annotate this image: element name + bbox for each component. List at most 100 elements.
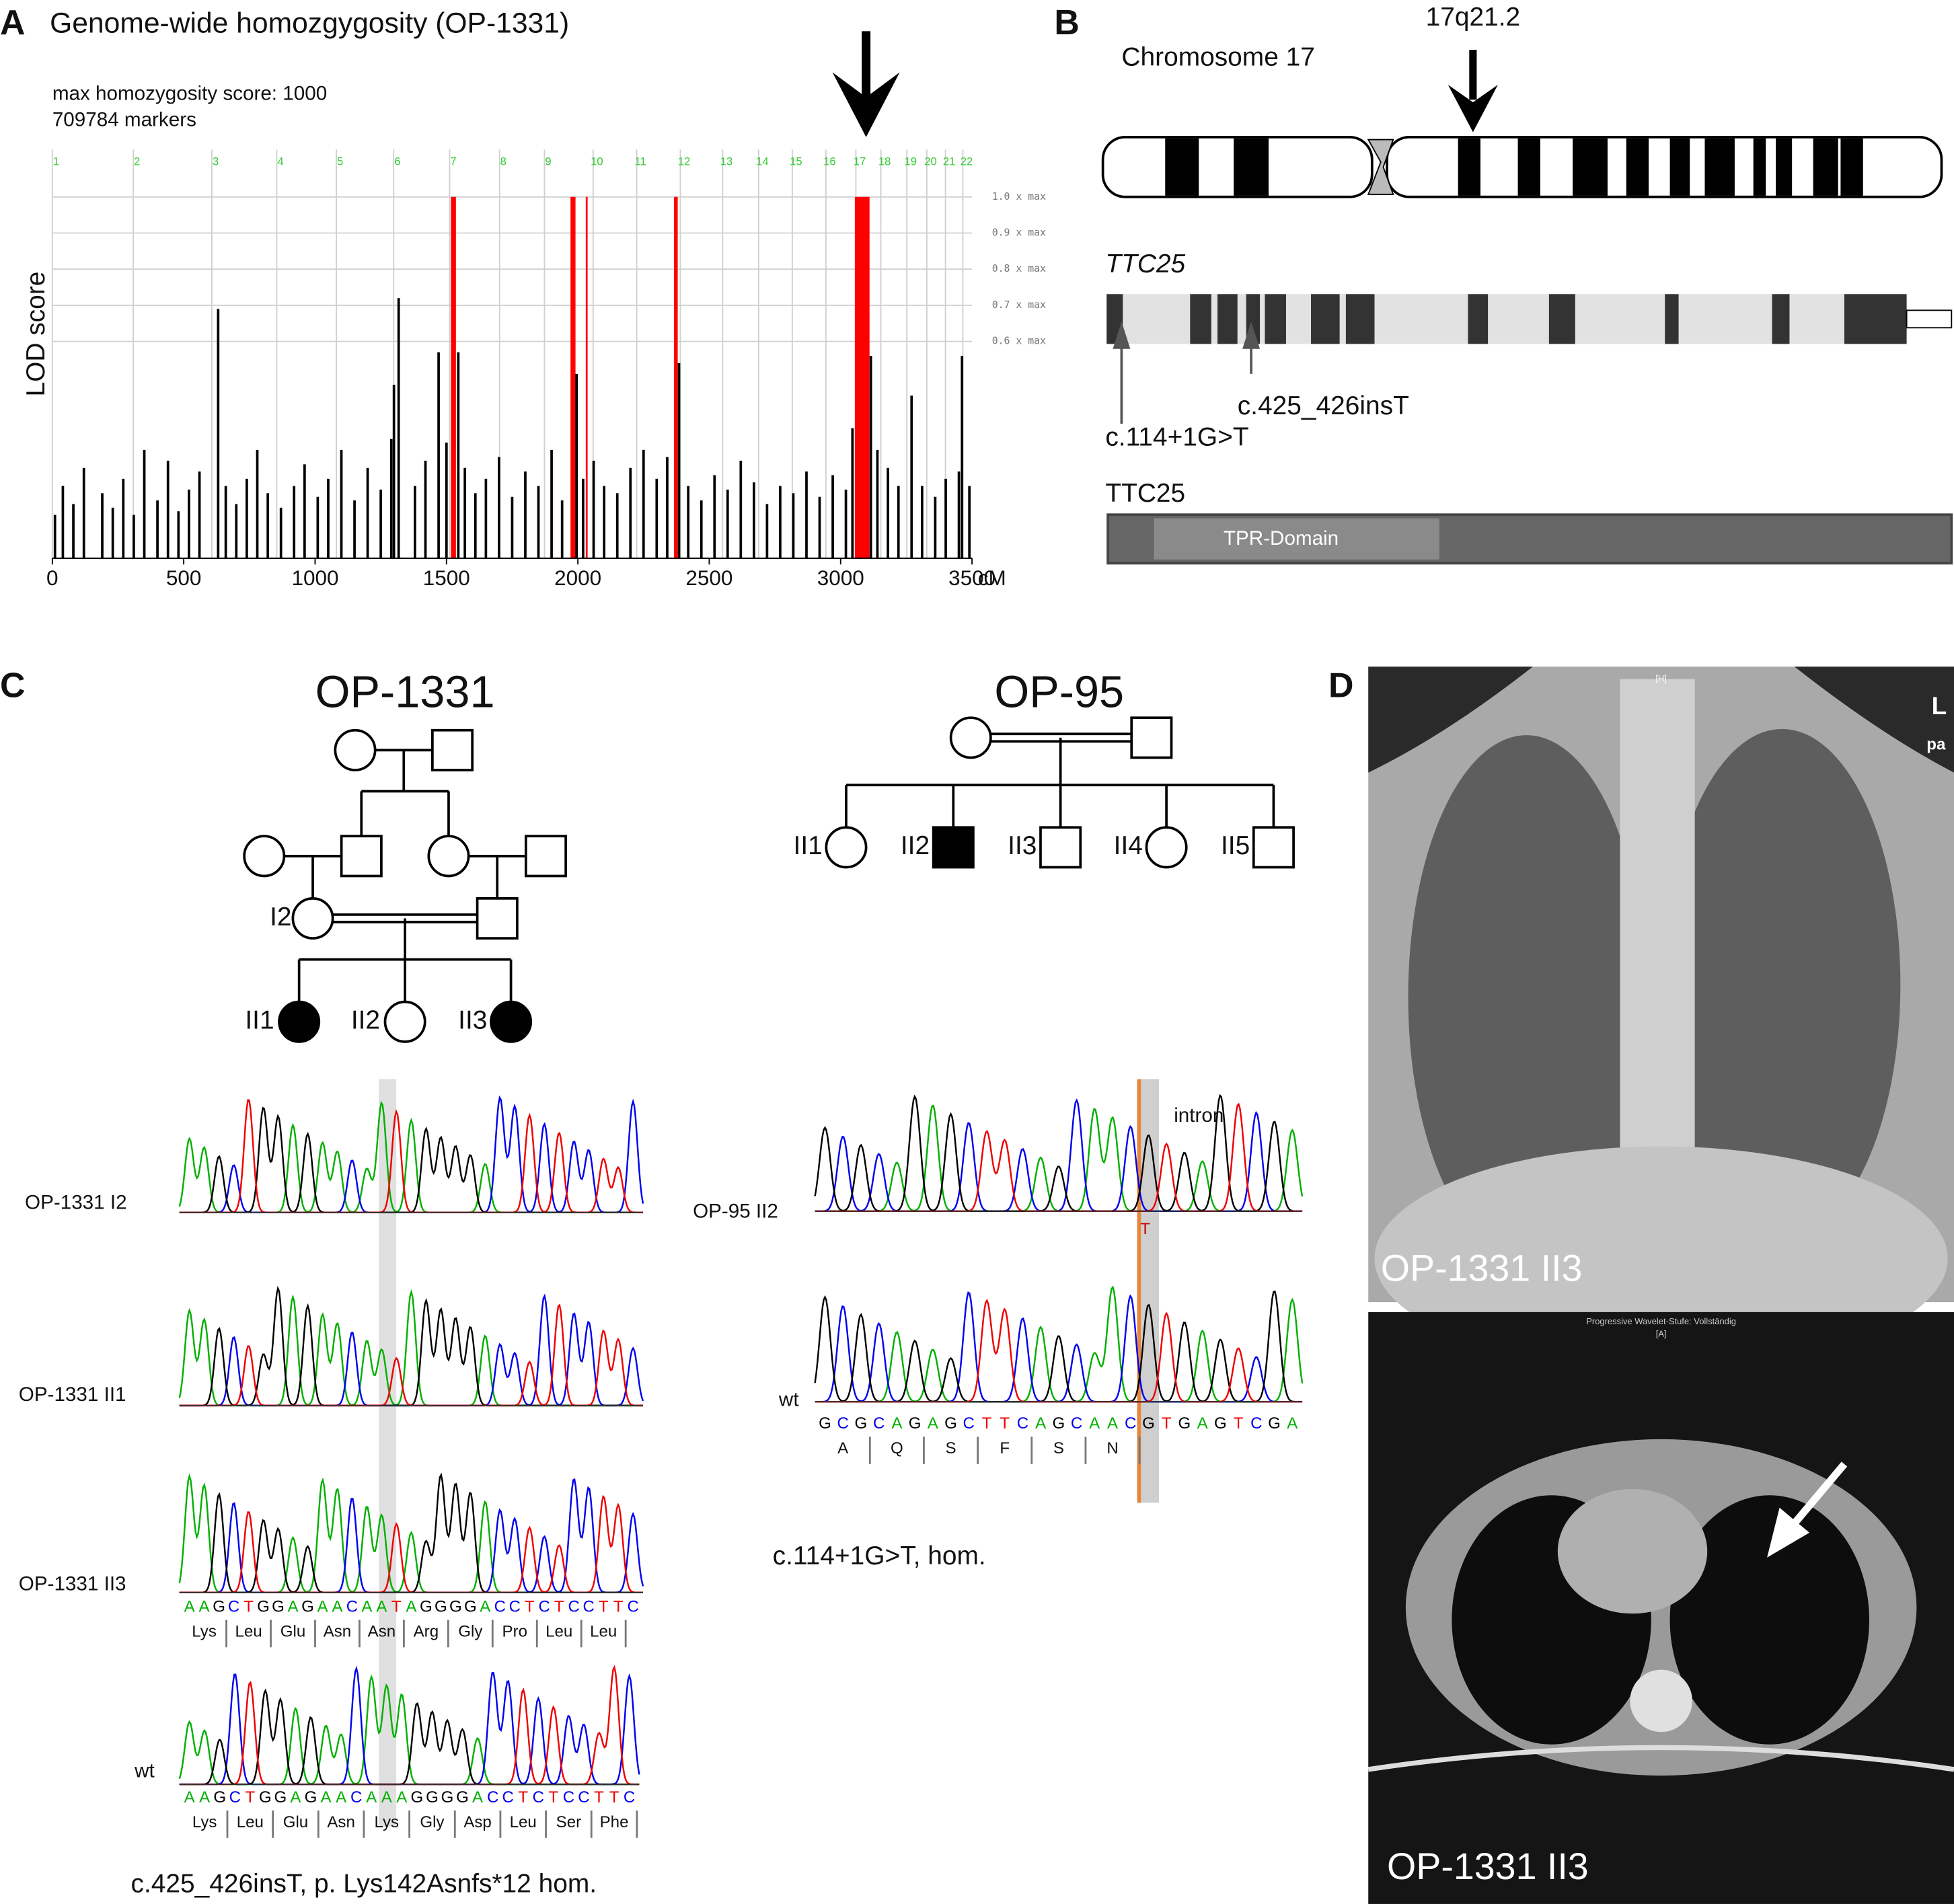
chromosome-label: 6: [394, 155, 400, 167]
chromosome-band: [1813, 138, 1838, 196]
highlight-band: [379, 1079, 397, 1827]
bar: [792, 493, 795, 559]
male-symbol: [1130, 716, 1173, 759]
chromosome-label: 22: [961, 155, 973, 167]
base-letter: A: [287, 1597, 299, 1615]
bar: [266, 493, 269, 559]
base-letter: A: [396, 1788, 408, 1806]
bar: [340, 449, 343, 559]
base-letter: C: [1125, 1414, 1136, 1433]
bar: [957, 471, 961, 559]
arrow-head: [1113, 321, 1131, 349]
annotation: 709784 markers: [52, 109, 196, 131]
y-tick-label: 0.7 x max: [992, 299, 1046, 311]
bar: [166, 460, 170, 559]
bar: [217, 309, 220, 559]
chromosome-label: 2: [134, 155, 140, 167]
bar: [575, 374, 578, 559]
female-symbol: [1145, 826, 1188, 869]
chromosome-label: 19: [905, 155, 917, 167]
bar: [739, 460, 743, 559]
y-tick-label: 0.8 x max: [992, 263, 1046, 274]
individual-label: I2: [270, 903, 291, 931]
amino-acid: Leu: [546, 1622, 572, 1640]
amino-acid: S: [945, 1439, 956, 1457]
bar: [550, 449, 553, 559]
bar: [457, 352, 460, 559]
annotation: max homozygosity score: 1000: [52, 83, 327, 105]
chromosome-label: 21: [943, 155, 956, 167]
arrow-head: [832, 72, 900, 137]
bar: [235, 504, 238, 559]
male-symbol: [932, 826, 975, 869]
gene-name: TTC25: [1105, 250, 1185, 278]
base-letter: A: [199, 1788, 211, 1806]
base-letter: G: [213, 1597, 225, 1615]
centromere: [1367, 139, 1394, 195]
bar: [101, 493, 104, 559]
base-letter: A: [199, 1597, 211, 1615]
homozygous-region: [674, 196, 678, 559]
chromosome-band: [1704, 138, 1735, 196]
base-letter: A: [1089, 1414, 1100, 1433]
base-letter: T: [1162, 1414, 1172, 1433]
male-symbol: [340, 835, 383, 878]
base-letter: G: [257, 1597, 270, 1615]
bar: [560, 500, 564, 559]
bar: [869, 356, 872, 559]
base-letter: A: [928, 1414, 939, 1433]
spine: [1630, 1669, 1692, 1732]
bar: [666, 457, 669, 559]
trace-label: OP-1331 I2: [25, 1192, 127, 1214]
caption: c.425_426insT, p. Lys142Asnfs*12 hom.: [131, 1869, 597, 1898]
trace: [178, 1473, 643, 1593]
amino-acid: Q: [891, 1439, 903, 1457]
chromosome-label: 3: [213, 155, 219, 167]
trace: [814, 1094, 1303, 1213]
bar: [224, 486, 227, 559]
male-symbol: [476, 897, 519, 940]
bar: [353, 500, 356, 559]
amino-acid: Glu: [283, 1813, 308, 1831]
y-tick-label: 0.9 x max: [992, 227, 1046, 239]
bar: [910, 395, 913, 559]
shoulder: [1368, 667, 1533, 773]
image-header: Progressive Wavelet-Stufe: Vollständig: [1586, 1316, 1736, 1326]
base-letter: G: [272, 1597, 285, 1615]
bar: [72, 504, 75, 559]
bar: [424, 460, 427, 559]
y-axis-label: LOD score: [22, 272, 50, 397]
chromosome-label: 20: [924, 155, 937, 167]
base-letter: T: [518, 1788, 528, 1806]
base-letter: G: [456, 1788, 469, 1806]
bar: [713, 475, 716, 559]
region-label: intron: [1174, 1104, 1224, 1127]
female-symbol: [383, 1000, 426, 1043]
bar: [968, 486, 971, 559]
panel-label: B: [1054, 3, 1079, 42]
bar: [414, 486, 416, 559]
homozygous-region: [854, 196, 870, 559]
bar: [592, 460, 595, 559]
base-letter: C: [350, 1788, 362, 1806]
shoulder: [1794, 667, 1954, 773]
family-name: OP-1331: [315, 667, 495, 717]
base-letter: G: [305, 1788, 317, 1806]
base-letter: C: [627, 1597, 638, 1615]
trace: [815, 1098, 1303, 1213]
bar: [437, 352, 440, 559]
y-tick-label: 1.0 x max: [992, 191, 1046, 202]
bar: [582, 478, 585, 559]
bar: [156, 500, 159, 559]
trace: [178, 1100, 643, 1213]
base-letter: A: [1035, 1414, 1047, 1433]
bar: [133, 515, 135, 559]
trace: [179, 1293, 644, 1407]
panel-label: C: [0, 665, 25, 704]
x-tick-label: 1500: [423, 566, 470, 590]
x-tick-label: 2000: [554, 566, 601, 590]
lung: [1408, 735, 1645, 1259]
amino-acid: Glu: [280, 1622, 305, 1640]
individual-label: II1: [245, 1006, 274, 1035]
base-letter: A: [376, 1597, 387, 1615]
